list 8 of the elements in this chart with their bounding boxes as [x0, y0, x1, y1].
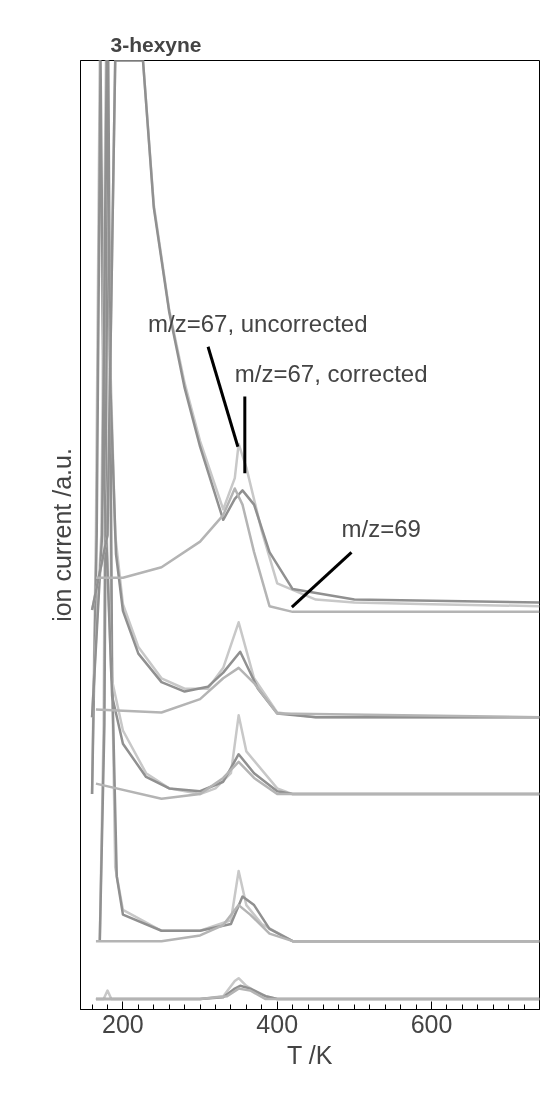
- x-axis-title: T /K: [287, 1040, 333, 1069]
- x-tick-label: 200: [102, 1009, 144, 1038]
- annotation: m/z=67, corrected: [234, 359, 428, 387]
- y-axis-title: ion current /a.u.: [47, 448, 76, 622]
- x-tick-label: 600: [410, 1009, 453, 1038]
- annotation: m/z=69: [341, 515, 421, 543]
- chart-title: 3-hexyne: [110, 32, 202, 56]
- x-tick-label: 400: [256, 1009, 299, 1038]
